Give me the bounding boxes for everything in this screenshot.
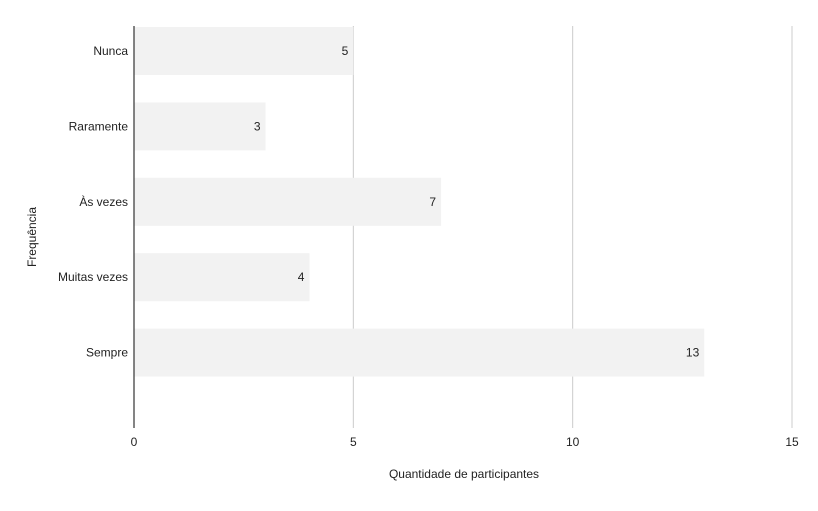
x-tick-label: 5	[350, 435, 357, 449]
bar	[134, 102, 266, 151]
y-tick-label: Muitas vezes	[58, 270, 128, 284]
bar	[134, 177, 442, 226]
bars	[134, 27, 705, 377]
labels: 0 5 10 15 Nunca 5 Raramente 3 Às vezes 7 Muitas ve…	[58, 44, 799, 449]
data-label: 7	[429, 195, 436, 209]
y-tick-label: Sempre	[86, 346, 128, 360]
data-label: 13	[686, 346, 700, 360]
y-tick-label: Raramente	[69, 119, 129, 133]
x-tick-label: 0	[131, 435, 138, 449]
x-axis-title: Quantidade de participantes	[389, 467, 539, 481]
y-tick-label: Às vezes	[79, 194, 128, 209]
y-axis-title: Frequência	[25, 207, 39, 267]
x-tick-label: 15	[785, 435, 799, 449]
bar	[134, 253, 310, 302]
data-label: 5	[342, 44, 349, 58]
data-label: 4	[298, 270, 305, 284]
x-tick-label: 10	[566, 435, 580, 449]
bar	[134, 328, 705, 377]
data-label: 3	[254, 119, 261, 133]
bar	[134, 27, 354, 75]
y-tick-label: Nunca	[93, 44, 128, 58]
